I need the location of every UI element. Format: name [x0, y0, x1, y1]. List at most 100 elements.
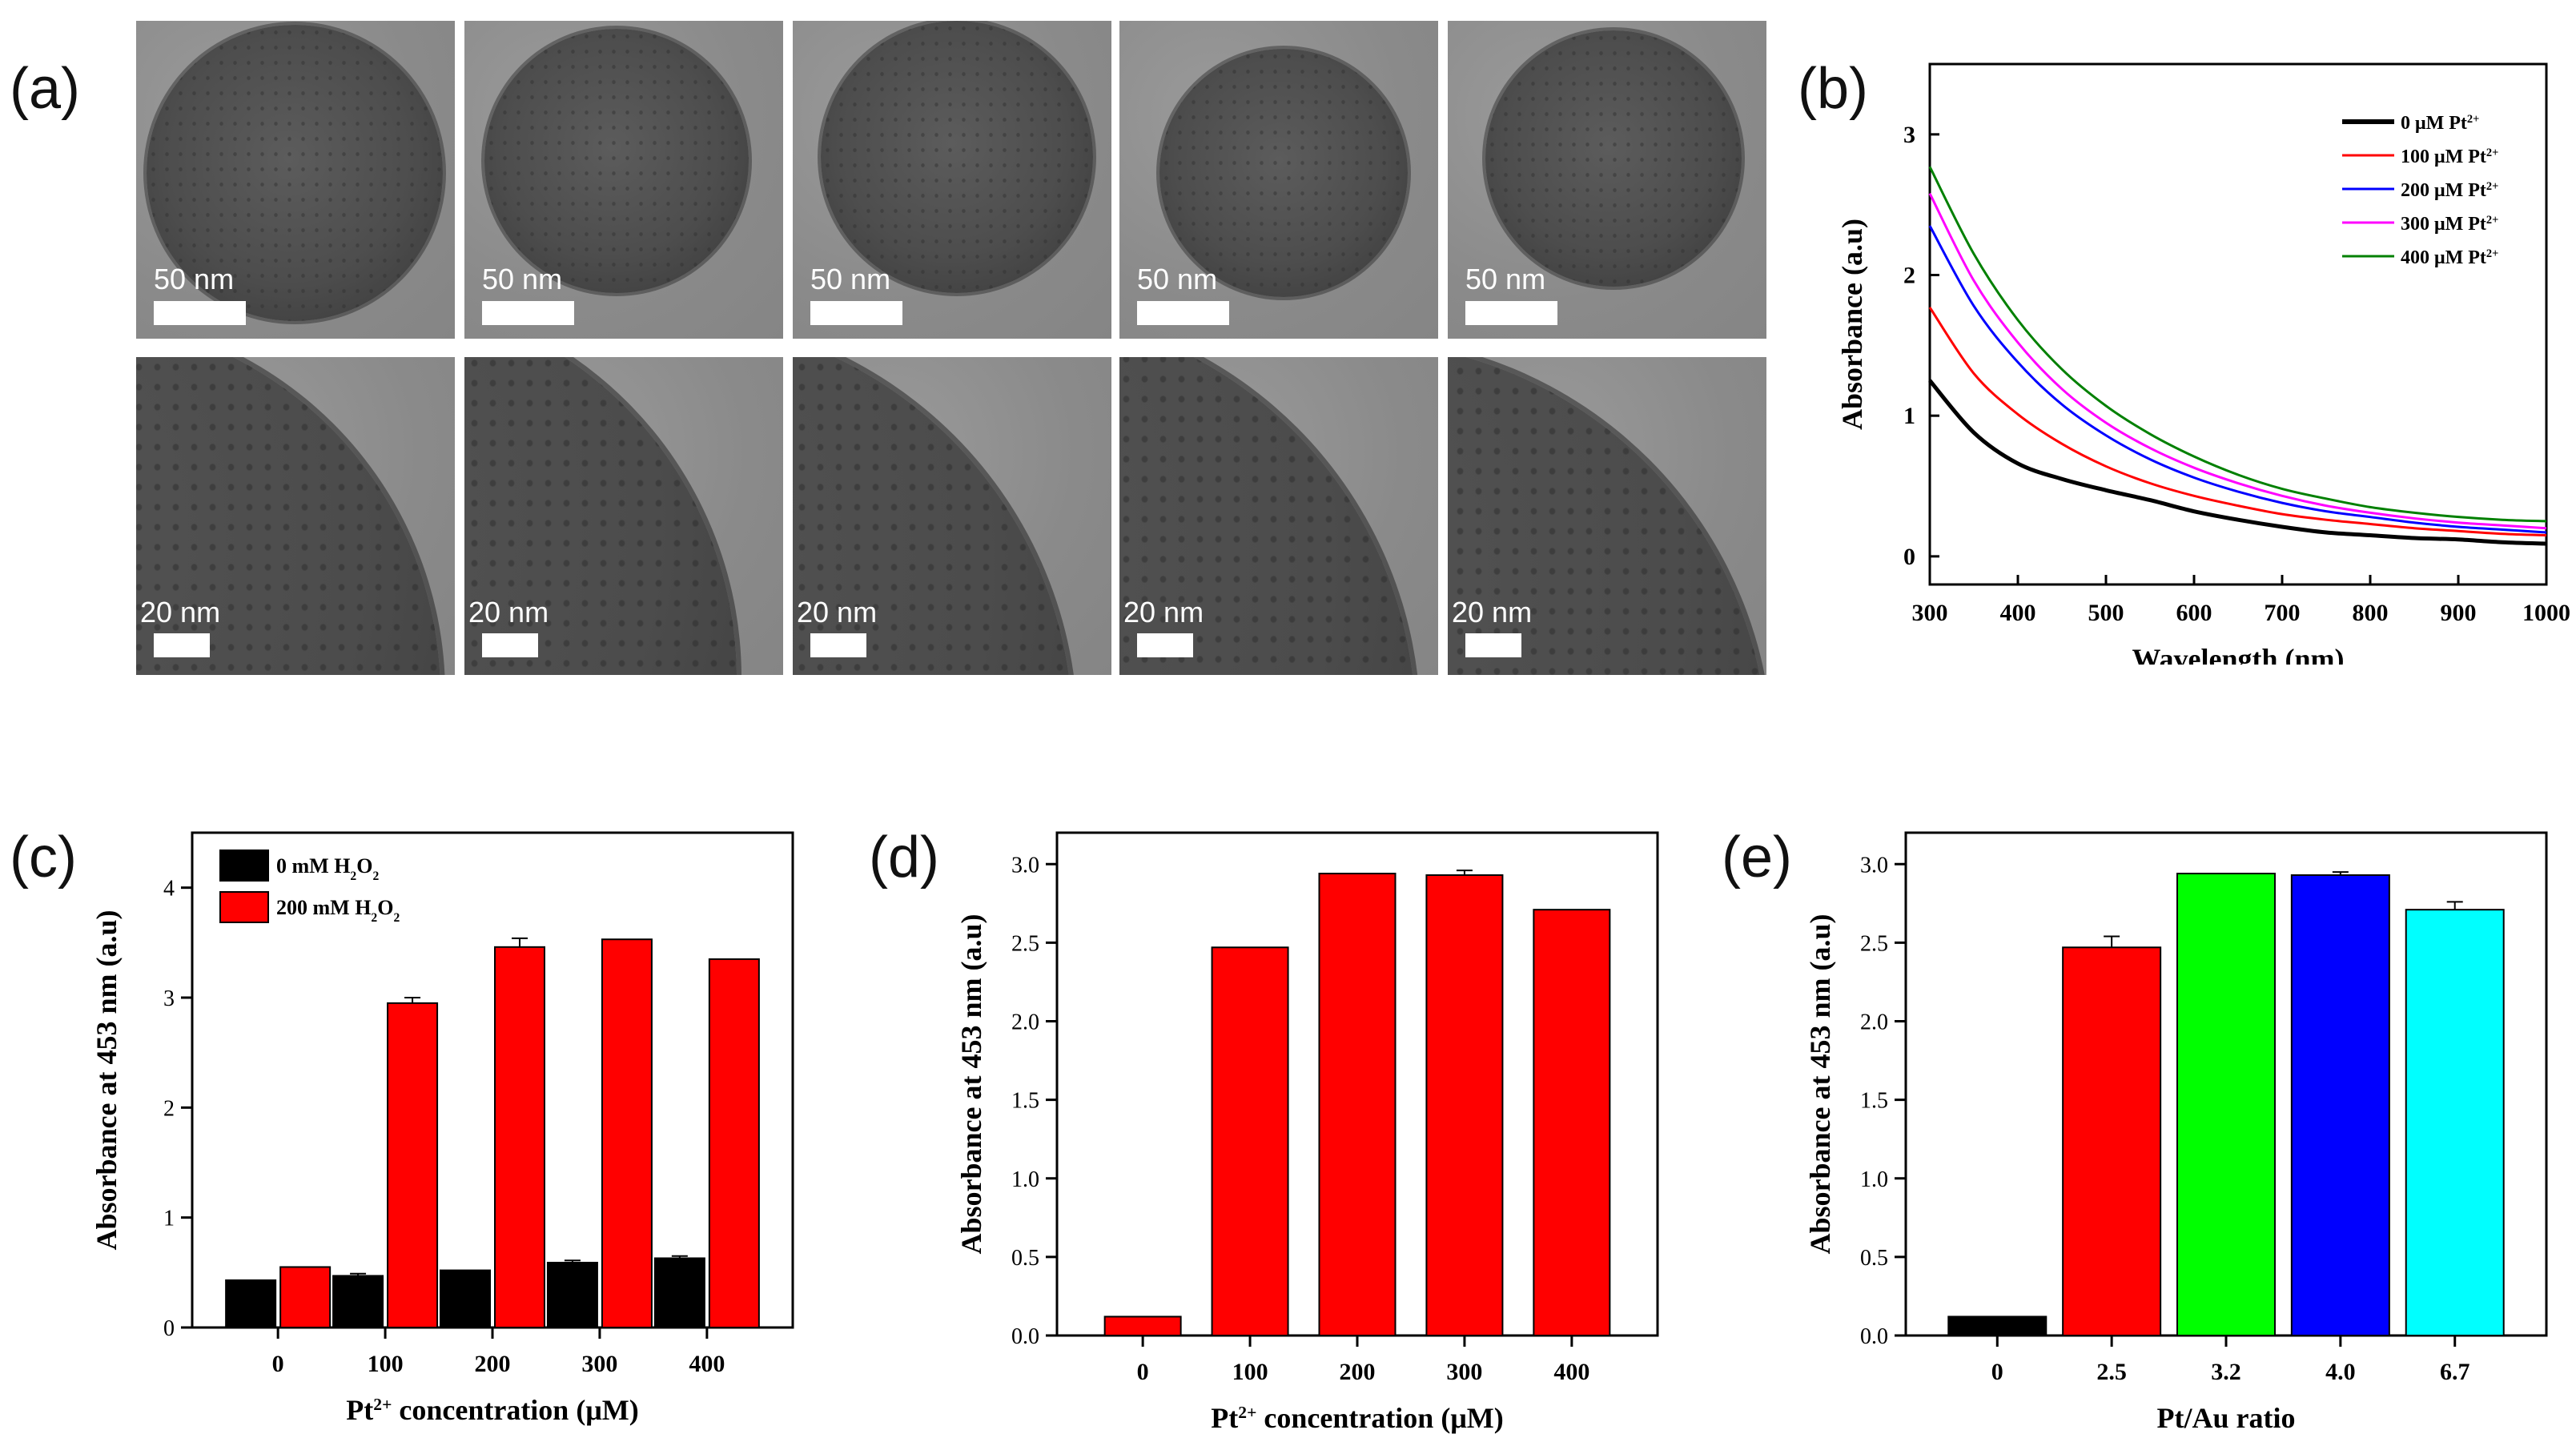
bar	[708, 958, 760, 1329]
series-line	[1928, 307, 2547, 537]
legend-label: 100 μM Pt2+	[2401, 147, 2498, 167]
panel-label-a: (a)	[10, 57, 80, 121]
bar	[225, 1279, 277, 1328]
bar	[2405, 909, 2505, 1337]
panel-label-b: (b)	[1798, 57, 1868, 121]
tem-image-50nm: 50 nm	[793, 21, 1111, 339]
x-tick-label: 300	[581, 1351, 617, 1377]
y-tick-label: 0	[1903, 544, 1915, 570]
y-tick-label: 3.0	[1860, 853, 1888, 878]
bar	[440, 1269, 491, 1328]
tem-image-grid: 50 nm 20 nm 50 nm 20 nm 50 nm 20 nm 50 nm 20 nm…	[136, 21, 1771, 676]
nanoparticle	[821, 21, 1093, 293]
legend-label: 200 μM Pt2+	[2401, 180, 2498, 201]
scale-bar-label: 20 nm	[140, 596, 221, 629]
uv-vis-spectra-chart: 300 400 500 600 700 800 900 1000 0 1 2 3 Wavelength …	[1836, 62, 2570, 665]
scale-bar-label: 20 nm	[468, 596, 549, 629]
x-tick-label: 4.0	[2325, 1359, 2356, 1385]
legend-label: 300 μM Pt2+	[2401, 214, 2498, 235]
x-tick-label: 1000	[2522, 600, 2570, 626]
y-tick-label: 4	[163, 877, 175, 902]
y-tick-label: 3	[1903, 122, 1915, 148]
scale-bar-label: 20 nm	[797, 596, 878, 629]
y-tick-label: 1.0	[1860, 1167, 1888, 1192]
bar	[601, 938, 653, 1328]
bar	[2290, 874, 2390, 1337]
y-tick-label: 1.0	[1011, 1167, 1039, 1192]
bar	[1318, 873, 1397, 1336]
legend-swatch	[219, 891, 269, 923]
y-tick-label: 0.0	[1011, 1324, 1039, 1349]
x-tick-label: 0	[1991, 1359, 2003, 1385]
absorbance-bar-chart-c: 0 1 2 3 4 0 100 200 300 400 Pt2+ concentration (μM…	[90, 831, 794, 1426]
tem-image-50nm: 50 nm	[1448, 21, 1766, 339]
y-tick-label: 2.5	[1011, 931, 1039, 956]
plot-frame	[1928, 62, 2548, 586]
bar	[332, 1275, 384, 1328]
bar	[653, 1257, 705, 1328]
nanoparticle	[1159, 49, 1408, 297]
x-tick-label: 900	[2441, 600, 2477, 626]
x-tick-label: 100	[368, 1351, 404, 1377]
y-axis-label: Absorbance at 453 nm (a.u)	[955, 914, 987, 1254]
x-tick-label: 300	[1446, 1359, 1482, 1385]
tem-image-20nm: 20 nm	[1119, 357, 1438, 675]
x-tick-label: 500	[2088, 600, 2124, 626]
bar	[2062, 946, 2162, 1336]
bar	[1425, 874, 1504, 1337]
bar	[279, 1266, 332, 1329]
y-tick-label: 1	[1903, 403, 1915, 429]
tem-image-50nm: 50 nm	[1119, 21, 1438, 339]
legend-label: 200 mM H2O2	[276, 896, 400, 925]
x-tick-label: 700	[2265, 600, 2301, 626]
scale-bar-label: 50 nm	[810, 263, 891, 295]
scale-bar	[482, 301, 574, 325]
scale-bar-label: 20 nm	[1452, 596, 1533, 629]
x-axis-label: Pt/Au ratio	[2157, 1402, 2296, 1434]
absorbance-bar-chart-e: 0.0 0.5 1.0 1.5 2.0 2.5 3.0 0 2.5 3.2 4.0 6.7 Pt/Au …	[1804, 831, 2548, 1434]
x-tick-label: 200	[1340, 1359, 1376, 1385]
bar	[1947, 1315, 2048, 1337]
series-line	[1928, 379, 2547, 546]
y-tick-label: 2.0	[1860, 1010, 1888, 1035]
tem-image-50nm: 50 nm	[464, 21, 783, 339]
y-tick-label: 0.5	[1011, 1246, 1039, 1271]
y-axis-label: Absorbance at 453 nm (a.u)	[90, 910, 123, 1250]
panel-label-e: (e)	[1722, 825, 1792, 890]
y-tick-label: 0.0	[1860, 1324, 1888, 1349]
scale-bar	[482, 633, 538, 657]
scale-bar	[1137, 633, 1193, 657]
y-axis-label: Absorbance (a.u)	[1836, 219, 1868, 430]
nanoparticle	[147, 25, 443, 321]
bar	[387, 1002, 439, 1328]
nanoparticle	[1485, 30, 1742, 287]
x-tick-label: 600	[2176, 600, 2212, 626]
nanoparticle	[484, 29, 749, 293]
y-tick-label: 2.5	[1860, 931, 1888, 956]
series-line	[1928, 192, 2547, 530]
series-line	[1928, 166, 2547, 523]
y-tick-label: 0	[163, 1316, 175, 1341]
x-tick-label: 200	[475, 1351, 511, 1377]
tem-image-20nm: 20 nm	[136, 357, 455, 675]
legend-label: 400 μM Pt2+	[2401, 247, 2498, 268]
x-tick-label: 100	[1232, 1359, 1268, 1385]
bar	[2176, 873, 2276, 1336]
x-tick-label: 2.5	[2096, 1359, 2127, 1385]
x-tick-label: 800	[2353, 600, 2389, 626]
bar	[494, 946, 545, 1328]
legend-label: 0 mM H2O2	[276, 854, 379, 883]
x-tick-label: 400	[1553, 1359, 1589, 1385]
y-tick-label: 2	[1903, 263, 1915, 289]
scale-bar	[1465, 633, 1521, 657]
absorbance-bar-chart-d: 0.0 0.5 1.0 1.5 2.0 2.5 3.0 0 100 200 300 400 Pt2+ c…	[955, 831, 1659, 1434]
x-axis-label: Wavelength (nm)	[2132, 643, 2345, 665]
y-tick-label: 0.5	[1860, 1246, 1888, 1271]
scale-bar-label: 50 nm	[482, 263, 563, 295]
y-tick-label: 1.5	[1011, 1089, 1039, 1114]
x-tick-label: 400	[2000, 600, 2036, 626]
scale-bar	[810, 301, 902, 325]
x-tick-label: 0	[1137, 1359, 1149, 1385]
y-tick-label: 1	[163, 1207, 175, 1231]
legend-swatch	[219, 850, 269, 882]
